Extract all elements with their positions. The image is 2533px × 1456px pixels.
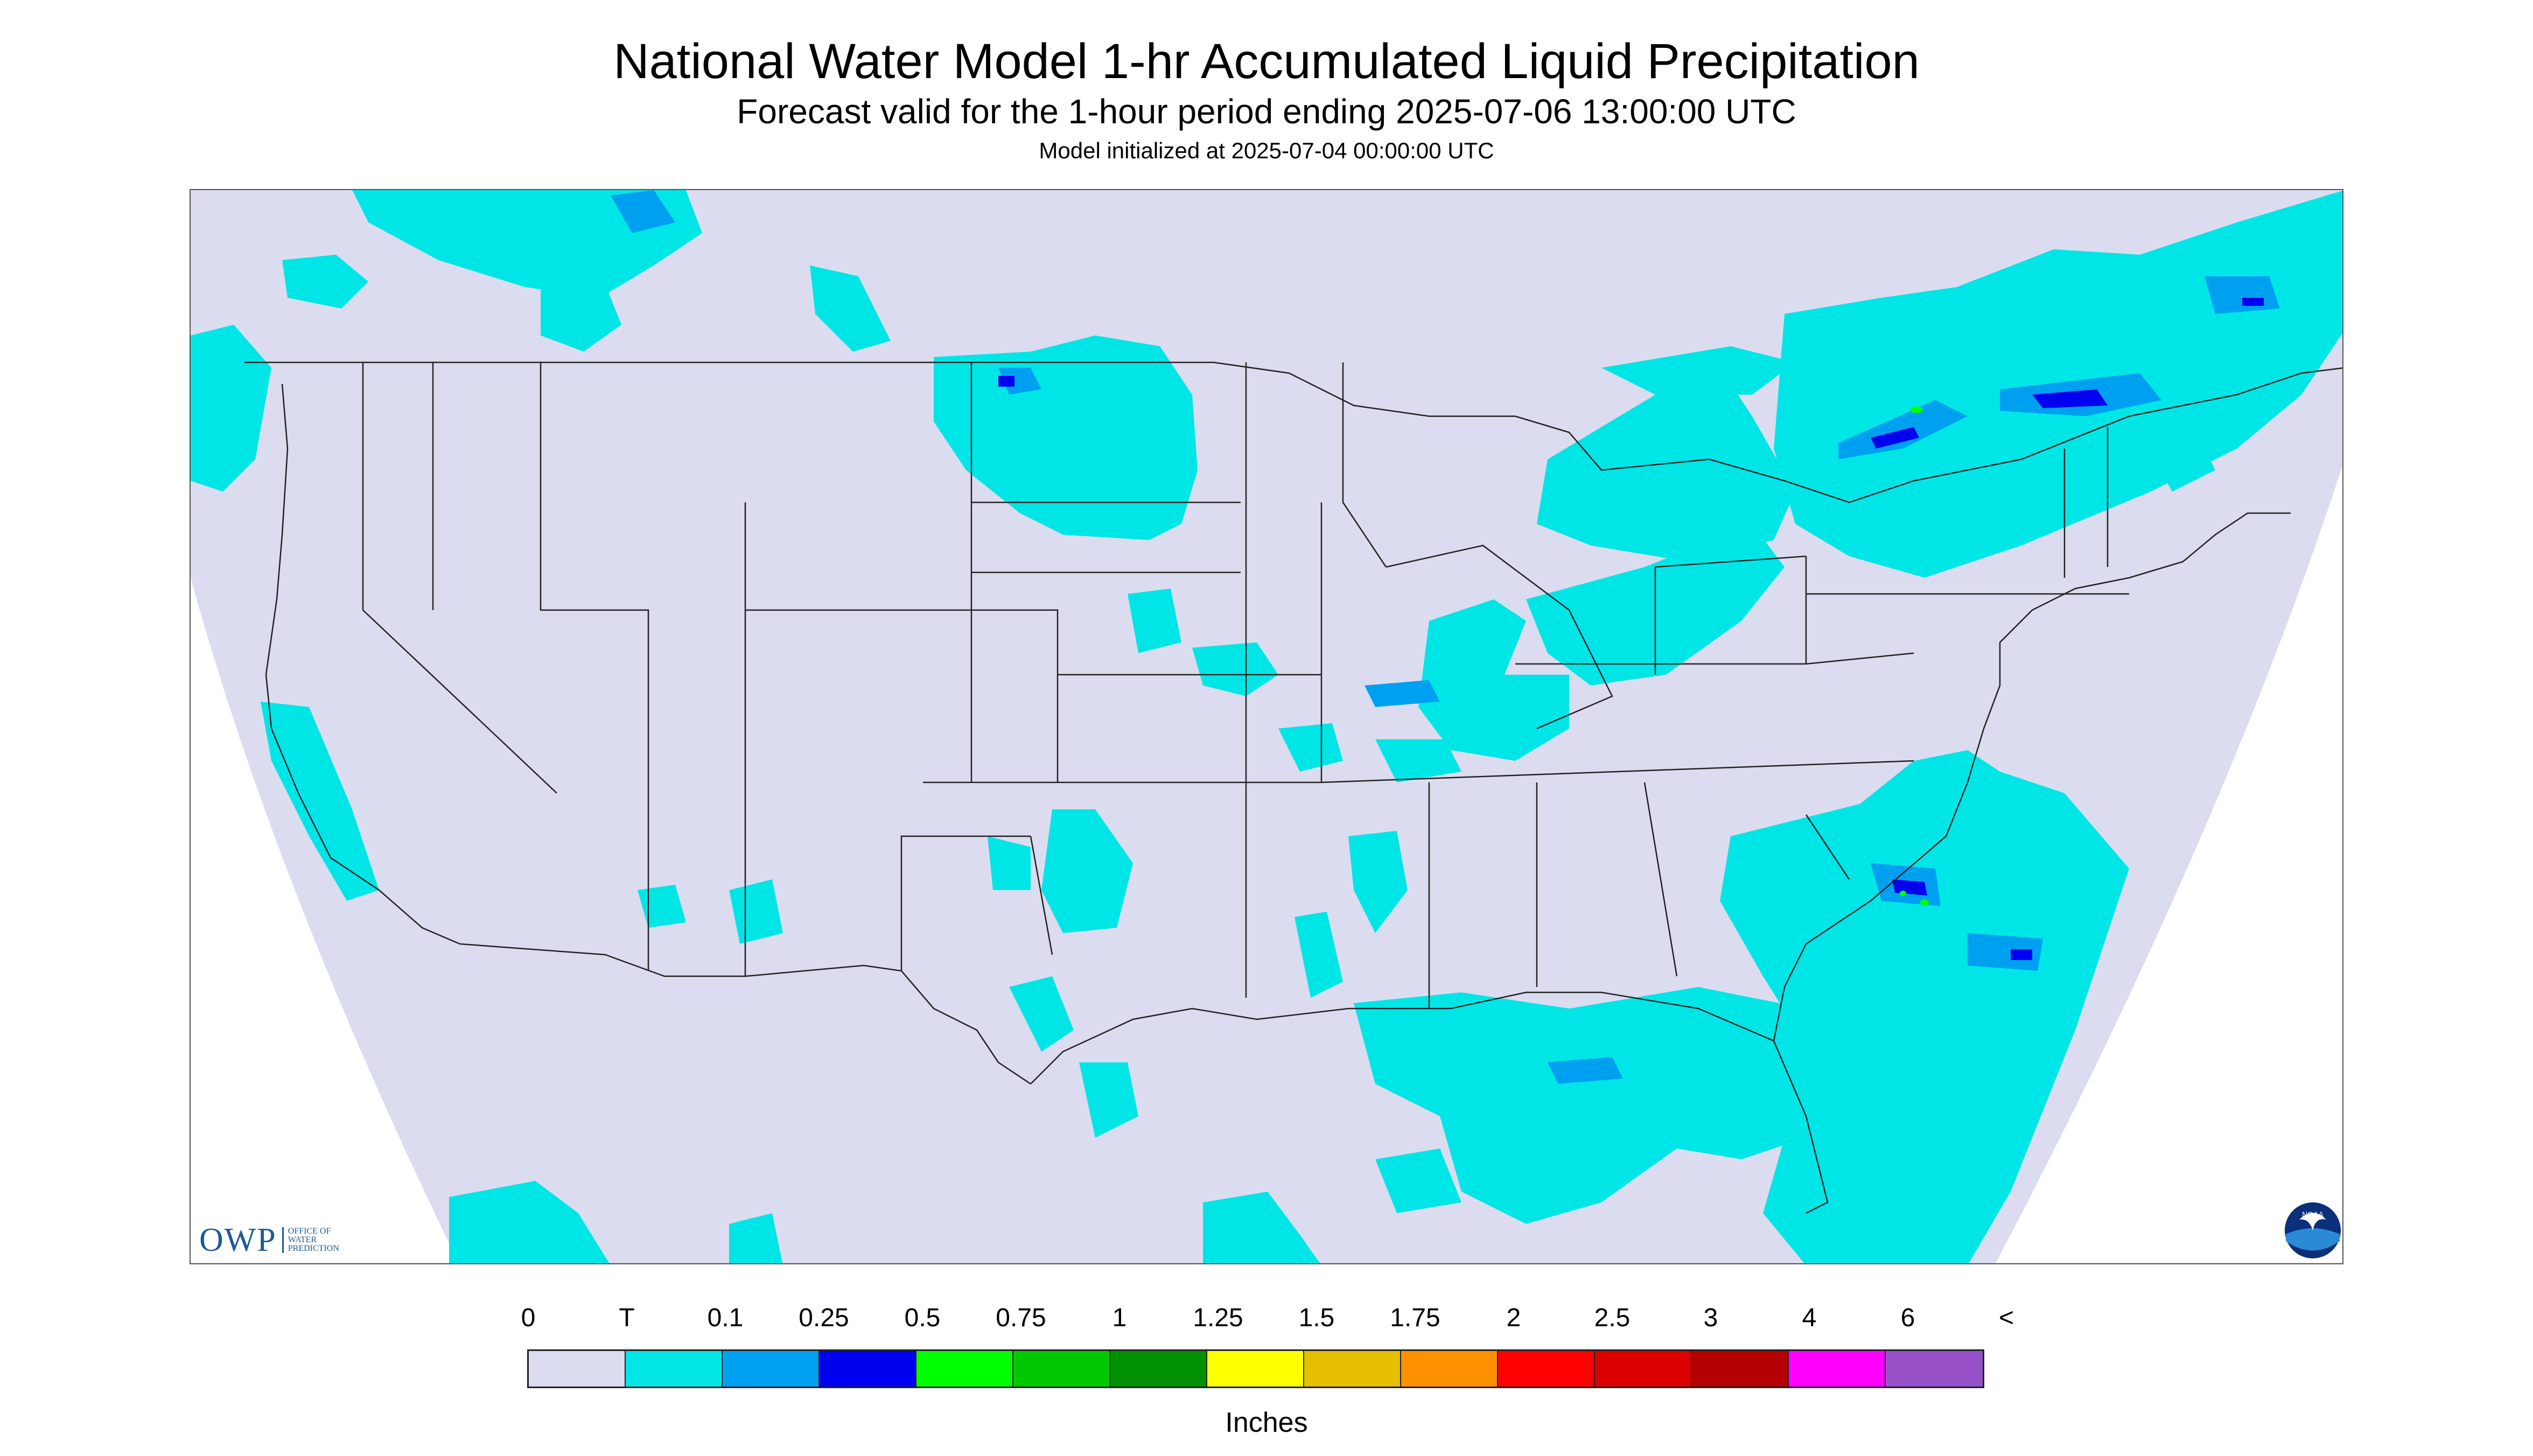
- legend-label: 2.5: [1594, 1304, 1631, 1332]
- legend-swatch: [1013, 1351, 1110, 1387]
- legend-swatch: [1207, 1351, 1304, 1387]
- legend-swatch: [916, 1351, 1013, 1387]
- forecast-valid-subtitle: Forecast valid for the 1-hour period end…: [737, 92, 1796, 131]
- legend-swatch: [820, 1351, 916, 1387]
- legend-label: 3: [1703, 1304, 1718, 1332]
- legend-swatch: [1110, 1351, 1207, 1387]
- legend-swatch: [1886, 1351, 1983, 1387]
- legend-swatch: [626, 1351, 723, 1387]
- model-init-line: Model initialized at 2025-07-04 00:00:00…: [1039, 138, 1494, 163]
- legend-swatch: [1304, 1351, 1401, 1387]
- legend-label: 0.25: [799, 1304, 849, 1332]
- page-title: National Water Model 1-hr Accumulated Li…: [613, 34, 1920, 89]
- legend-label: 4: [1802, 1304, 1817, 1332]
- legend-swatch: [529, 1351, 626, 1387]
- legend-label: 1.75: [1390, 1304, 1440, 1332]
- legend-label: 6: [1900, 1304, 1915, 1332]
- legend-swatch: [1498, 1351, 1595, 1387]
- legend-labels: 0 T 0.1 0.25 0.5 0.75 1 1.25 1.5 1.75 2 2.5 3 4 6 <: [0, 1303, 2533, 1335]
- noaa-logo-label: NOAA: [2302, 1210, 2324, 1219]
- legend-swatch: [1401, 1351, 1498, 1387]
- legend-swatch: [1789, 1351, 1886, 1387]
- precip-colorbar: [527, 1349, 1984, 1388]
- legend-label: 1: [1112, 1304, 1127, 1332]
- legend-label: 1.5: [1298, 1304, 1335, 1332]
- legend-label: 0: [521, 1304, 536, 1332]
- legend-units: Inches: [1225, 1407, 1308, 1438]
- owp-logo: OWP OFFICE OF WATER PREDICTION: [199, 1221, 339, 1259]
- owp-logo-text: OFFICE OF WATER PREDICTION: [282, 1227, 339, 1253]
- legend-swatch: [1692, 1351, 1789, 1387]
- precip-light-areas: [611, 190, 2280, 1084]
- legend-label: 2: [1506, 1304, 1521, 1332]
- legend-label: T: [619, 1304, 635, 1332]
- legend-swatch: [1595, 1351, 1692, 1387]
- owp-logo-mark: OWP: [199, 1221, 277, 1258]
- legend-label: 0.1: [707, 1304, 744, 1332]
- legend-label: 0.75: [996, 1304, 1046, 1332]
- legend-label: <: [1998, 1304, 2014, 1332]
- precip-moderate-areas: [998, 298, 2264, 960]
- legend-label: 0.5: [904, 1304, 941, 1332]
- precip-heavy-areas: [1900, 407, 1929, 906]
- precipitation-map: [190, 189, 2343, 1264]
- noaa-logo: NOAA: [2285, 1202, 2341, 1258]
- state-boundaries: [244, 361, 2342, 1214]
- legend-swatch: [723, 1351, 820, 1387]
- legend-label: 1.25: [1193, 1304, 1243, 1332]
